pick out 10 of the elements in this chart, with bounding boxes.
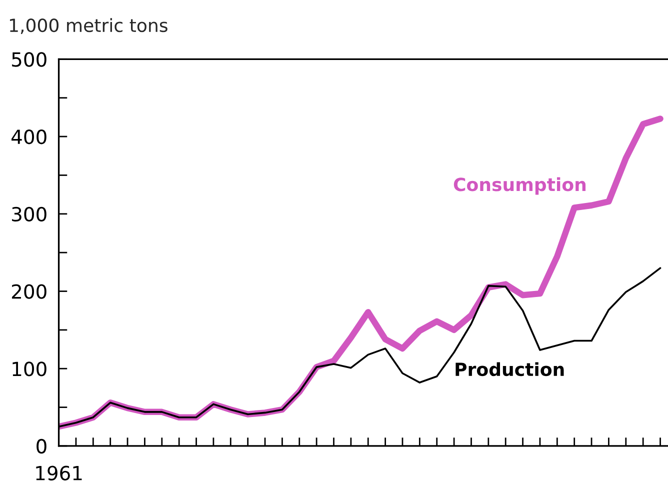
y-tick-label: 100 [12, 362, 46, 376]
y-tick-label: 500 [12, 52, 46, 67]
y-tick-label: 300 [12, 206, 46, 222]
x-tick-label: 1961 [36, 466, 82, 480]
y-tick-label: 200 [12, 284, 46, 299]
y-tick-label: 400 [12, 129, 46, 144]
series-label: Consumption [454, 177, 586, 195]
y-tick-label: 0 [36, 438, 46, 454]
series-label: Production [456, 362, 564, 376]
chart-title: 1,000 metric tons [10, 18, 168, 34]
